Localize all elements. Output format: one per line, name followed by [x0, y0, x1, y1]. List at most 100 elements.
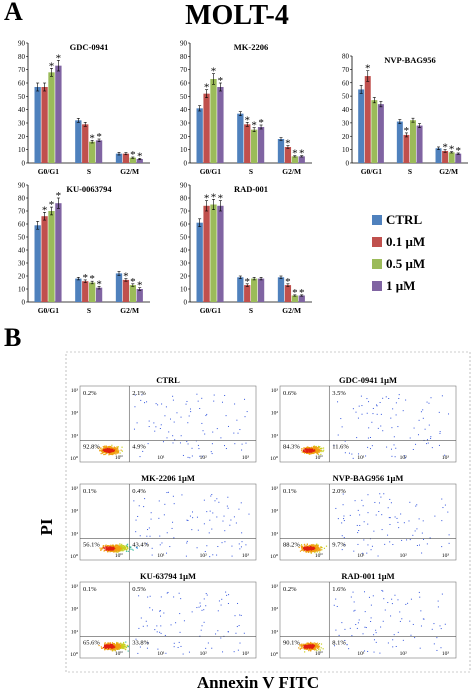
event-dot: [126, 544, 128, 546]
event-dot: [149, 607, 151, 609]
event-dot: [380, 425, 382, 427]
event-dot: [116, 450, 119, 452]
event-dot: [401, 539, 403, 541]
event-dot: [304, 452, 306, 454]
event-dot: [110, 643, 112, 646]
event-dot: [304, 451, 307, 453]
y-tick-label: 60: [342, 79, 350, 87]
bar: [34, 225, 41, 302]
event-dot: [135, 638, 137, 640]
event-dot: [344, 452, 346, 454]
significance-star: *: [204, 82, 210, 94]
y-tick-label: 80: [18, 195, 26, 203]
flow-x-tick-label: 10⁰: [315, 650, 324, 657]
event-dot: [412, 448, 414, 450]
event-dot: [381, 529, 383, 531]
event-dot: [126, 548, 128, 550]
event-dot: [221, 401, 223, 403]
event-dot: [311, 646, 313, 648]
event-dot: [240, 614, 242, 616]
event-dot: [381, 589, 383, 591]
event-dot: [112, 551, 115, 553]
event-dot: [413, 427, 415, 429]
event-dot: [110, 544, 112, 546]
event-dot: [434, 515, 436, 517]
event-dot: [123, 647, 125, 649]
event-dot: [315, 446, 317, 448]
event-dot: [159, 610, 161, 612]
flow-y-tick-label: 10³: [271, 584, 279, 590]
event-dot: [366, 412, 368, 414]
event-dot: [211, 453, 213, 455]
significance-star: *: [49, 60, 55, 72]
event-dot: [116, 549, 119, 551]
quadrant-percent: 3.5%: [332, 390, 346, 397]
event-dot: [109, 642, 111, 644]
event-dot: [107, 448, 109, 450]
bar: [115, 273, 123, 302]
event-dot: [120, 548, 122, 550]
flow-x-tick-label: 10²: [200, 553, 208, 559]
event-dot: [191, 447, 193, 449]
legend-entry: 0.5 μM: [372, 256, 425, 271]
event-dot: [321, 447, 323, 449]
event-dot: [239, 614, 241, 616]
event-dot: [305, 644, 307, 646]
event-dot: [301, 545, 304, 547]
event-dot: [416, 528, 418, 530]
event-dot: [299, 644, 301, 646]
bar: [136, 289, 143, 302]
bar: [203, 93, 210, 163]
event-dot: [308, 451, 310, 454]
event-dot: [103, 549, 106, 552]
event-dot: [117, 647, 120, 649]
event-dot: [110, 648, 112, 650]
event-dot: [106, 450, 108, 452]
event-dot: [299, 648, 301, 650]
quadrant-percent: 0.1%: [283, 488, 297, 495]
event-dot: [104, 643, 106, 645]
event-dot: [114, 544, 117, 546]
event-dot: [211, 494, 213, 496]
event-dot: [303, 549, 306, 551]
event-dot: [308, 550, 310, 552]
event-dot: [154, 629, 156, 631]
event-dot: [248, 513, 250, 515]
event-dot: [316, 452, 318, 454]
event-dot: [146, 401, 148, 403]
event-dot: [121, 643, 124, 645]
event-dot: [353, 610, 355, 612]
event-dot: [314, 549, 316, 551]
event-dot: [189, 515, 191, 517]
event-dot: [310, 642, 312, 644]
event-dot: [108, 548, 110, 550]
event-dot: [414, 530, 416, 532]
event-dot: [315, 645, 317, 647]
event-dot: [111, 453, 113, 456]
bar: [257, 278, 265, 302]
event-dot: [114, 547, 117, 549]
event-dot: [105, 647, 107, 649]
event-dot: [109, 645, 111, 647]
event-dot: [114, 650, 116, 652]
bar: [237, 113, 244, 163]
event-dot: [392, 646, 394, 648]
event-dot: [300, 647, 302, 649]
event-dot: [116, 446, 118, 448]
event-dot: [165, 652, 167, 654]
event-dot: [123, 545, 126, 547]
event-dot: [119, 549, 122, 552]
event-dot: [109, 546, 112, 548]
event-dot: [382, 590, 384, 592]
event-dot: [404, 457, 406, 459]
quadrant-percent: 65.6%: [83, 640, 100, 647]
event-dot: [312, 450, 314, 452]
significance-star: *: [299, 148, 305, 160]
event-dot: [220, 437, 222, 439]
legend-entry: 0.1 μM: [372, 234, 425, 249]
event-dot: [438, 411, 440, 413]
event-dot: [159, 544, 161, 546]
event-dot: [389, 541, 391, 543]
event-dot: [305, 550, 307, 552]
event-dot: [123, 641, 125, 644]
